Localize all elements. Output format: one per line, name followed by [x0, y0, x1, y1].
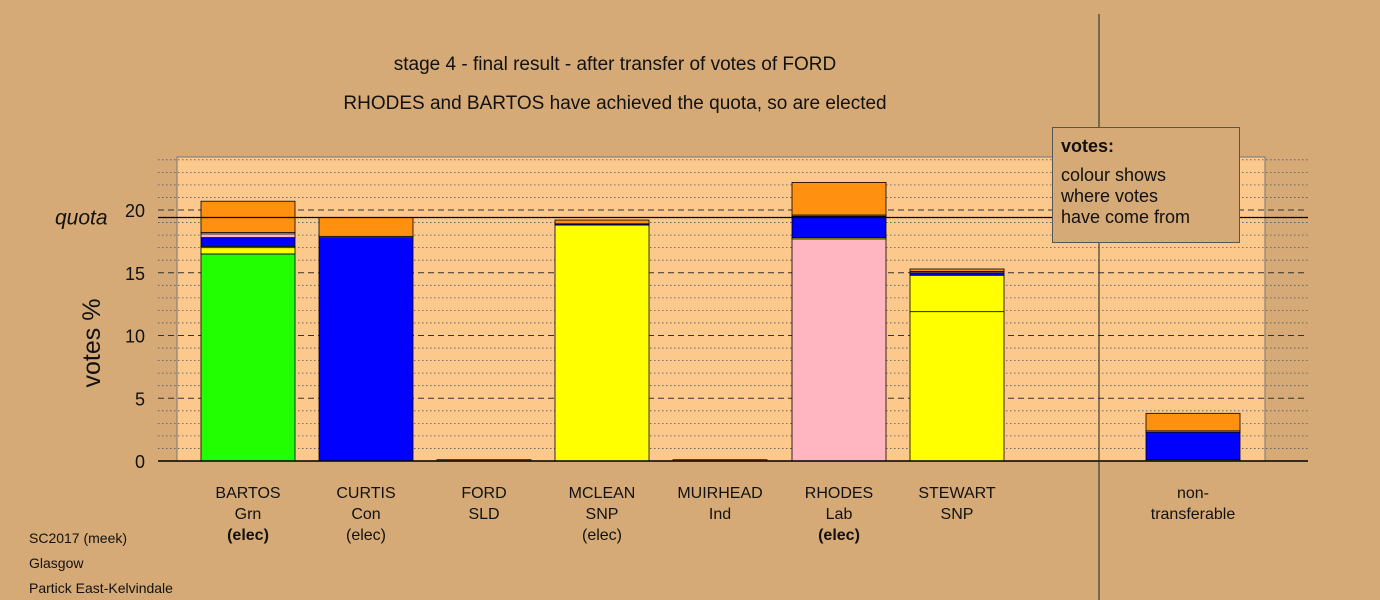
bars	[200, 181, 1241, 462]
y-tick-label: 0	[135, 452, 145, 472]
footer-council: Glasgow	[29, 555, 84, 571]
bar-segment	[791, 181, 887, 216]
bar-segment	[200, 237, 296, 247]
candidate-party: Con	[351, 506, 381, 523]
candidate-status: (elec)	[818, 527, 860, 544]
candidate-name: RHODES	[804, 485, 874, 502]
bar-segment	[318, 217, 414, 237]
candidate-party: Lab	[825, 506, 853, 523]
candidate-status: (elec)	[227, 527, 269, 544]
chart-subtitle: RHODES and BARTOS have achieved the quot…	[343, 93, 887, 114]
legend-title: votes:	[1061, 136, 1115, 156]
bar-segment	[200, 253, 296, 462]
candidate-name: non-	[1176, 485, 1210, 502]
candidate-name: MCLEAN	[568, 485, 636, 502]
candidate-label: FORD SLD	[414, 483, 554, 525]
candidate-name: BARTOS	[215, 485, 281, 502]
bar-segment	[200, 247, 296, 255]
y-tick-label: 20	[125, 201, 145, 221]
candidate-party: transferable	[1150, 506, 1236, 523]
candidate-name: STEWART	[918, 485, 996, 502]
chart-title: stage 4 - final result - after transfer …	[393, 54, 837, 75]
bar-segment	[318, 237, 414, 462]
candidate-name: CURTIS	[336, 485, 396, 502]
bar-segment	[1145, 412, 1241, 432]
candidate-label: MCLEAN SNP (elec)	[532, 483, 672, 546]
candidate-status: (elec)	[581, 527, 622, 544]
bar-segment	[791, 215, 887, 239]
y-tick-label: 5	[135, 389, 145, 409]
legend-line: colour shows	[1061, 165, 1167, 185]
legend-line: where votes	[1061, 186, 1159, 206]
candidate-label: BARTOS Grn (elec)	[178, 483, 318, 546]
y-tick-label: 15	[125, 264, 145, 284]
footer-ward: Partick East-Kelvindale	[29, 580, 173, 596]
footer-election: SC2017 (meek)	[29, 530, 128, 546]
candidate-party: SNP	[940, 506, 974, 523]
candidate-label: non-transferable	[1123, 483, 1263, 525]
candidate-name: MUIRHEAD	[677, 485, 763, 502]
y-axis-label: votes %	[78, 299, 106, 388]
bar-segment	[554, 224, 650, 462]
bar-segment	[1145, 431, 1241, 461]
quota-label: quota	[55, 207, 108, 230]
candidate-party: SNP	[585, 506, 619, 523]
bar-segment	[791, 238, 887, 462]
candidate-name: FORD	[461, 485, 507, 502]
candidate-label: STEWART SNP	[887, 483, 1027, 525]
bar-segment	[909, 274, 1005, 313]
bar-segment	[200, 233, 296, 239]
candidate-status: (elec)	[345, 527, 386, 544]
bar-segment	[554, 219, 650, 225]
legend-line: have come from	[1061, 207, 1191, 227]
candidate-label: RHODES Lab (elec)	[769, 483, 909, 546]
axes: 0 5 10 15 20 quota votes %	[55, 14, 1308, 600]
bar-segment	[200, 200, 296, 233]
candidate-label: MUIRHEAD Ind	[650, 483, 790, 525]
bar-segment	[909, 311, 1005, 462]
candidate-party: Ind	[708, 506, 732, 523]
legend: votes: colour shows where votes have com…	[1052, 127, 1240, 243]
bar-segment	[909, 268, 1005, 272]
candidate-party: SLD	[468, 506, 500, 523]
y-tick-label: 10	[125, 327, 145, 347]
candidate-label: CURTIS Con (elec)	[296, 483, 436, 546]
candidate-party: Grn	[234, 506, 262, 523]
